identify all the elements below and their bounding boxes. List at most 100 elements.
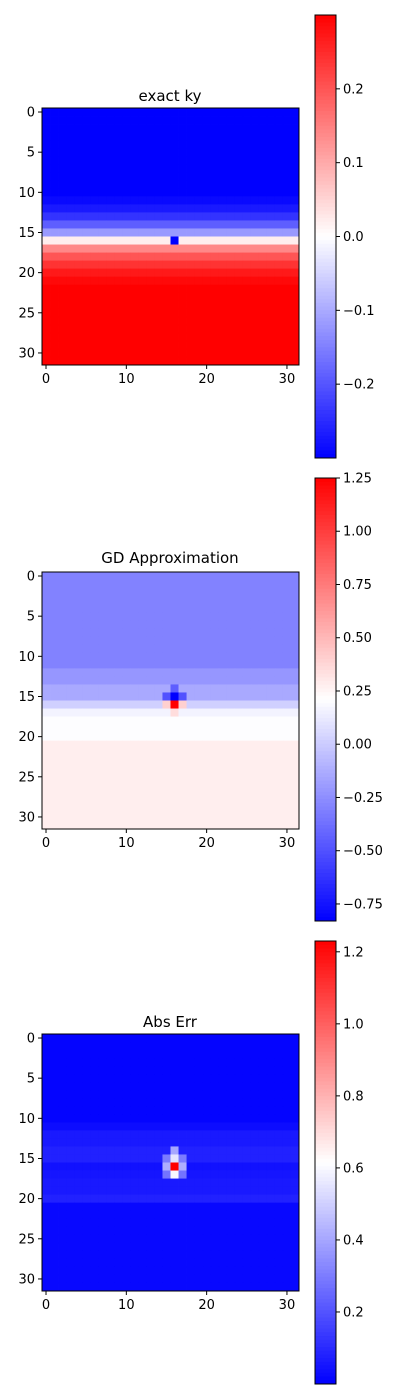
- heatmap-cell: [202, 644, 212, 653]
- heatmap-cell: [122, 804, 131, 814]
- colorbar-segment: [315, 1354, 336, 1359]
- colorbar-segment: [315, 1372, 336, 1378]
- heatmap-cell: [258, 612, 268, 621]
- heatmap-cell: [170, 252, 179, 261]
- heatmap-cell: [282, 572, 292, 581]
- heatmap-cell: [258, 596, 268, 605]
- heatmap-cell: [234, 796, 244, 806]
- heatmap-cell: [210, 164, 220, 173]
- heatmap-cell: [202, 1098, 212, 1107]
- heatmap-cell: [274, 580, 284, 589]
- heatmap-cell: [74, 1170, 83, 1179]
- heatmap-cell: [98, 1034, 107, 1043]
- heatmap-cell: [226, 732, 236, 742]
- heatmap-cell: [274, 820, 284, 830]
- heatmap-cell: [290, 220, 300, 229]
- heatmap-cell: [66, 228, 75, 237]
- heatmap-cell: [242, 572, 252, 581]
- heatmap-cell: [194, 620, 204, 629]
- heatmap-cell: [74, 292, 83, 302]
- heatmap-cell: [50, 1050, 59, 1059]
- heatmap-cell: [282, 180, 292, 189]
- heatmap-cell: [274, 612, 284, 621]
- heatmap-cell: [202, 1058, 212, 1067]
- heatmap-cell: [66, 1082, 75, 1091]
- colorbar-segment: [315, 1107, 336, 1112]
- heatmap-cell: [226, 772, 236, 782]
- heatmap-cell: [90, 604, 99, 613]
- heatmap-cell: [226, 116, 236, 125]
- heatmap-cell: [138, 228, 147, 237]
- heatmap-cell: [58, 332, 67, 342]
- heatmap-cell: [42, 820, 51, 830]
- heatmap-cell: [194, 108, 204, 117]
- heatmap-cell: [234, 700, 244, 709]
- heatmap-cell: [130, 628, 139, 637]
- heatmap-cell: [186, 1114, 195, 1123]
- heatmap-cell: [258, 196, 268, 205]
- heatmap-cell: [194, 1122, 204, 1131]
- heatmap-cell: [234, 1258, 244, 1268]
- heatmap-cell: [242, 1154, 252, 1163]
- heatmap-cell: [82, 1074, 91, 1083]
- heatmap-cell: [250, 300, 260, 310]
- heatmap-cell: [50, 652, 59, 661]
- heatmap-cell: [290, 196, 300, 205]
- heatmap-cell: [170, 180, 179, 189]
- heatmap-cell: [138, 1282, 147, 1292]
- heatmap-cell: [82, 1266, 91, 1276]
- heatmap-cell: [202, 1250, 212, 1260]
- heatmap-cell: [82, 308, 91, 318]
- heatmap-cell: [202, 748, 212, 758]
- heatmap-cell: [162, 1058, 171, 1067]
- heatmap-cell: [122, 668, 131, 677]
- heatmap-cell: [250, 748, 260, 758]
- heatmap-cell: [66, 1146, 75, 1155]
- heatmap-cell: [290, 732, 300, 742]
- heatmap-cell: [186, 324, 195, 334]
- heatmap-cell: [146, 1058, 155, 1067]
- heatmap-cell: [242, 1282, 252, 1292]
- colorbar-tick-label: −0.50: [343, 844, 383, 859]
- heatmap-cell: [250, 596, 260, 605]
- heatmap-cell: [154, 116, 163, 125]
- heatmap-cell: [290, 244, 300, 253]
- heatmap-cell: [154, 276, 163, 286]
- colorbar-segment: [315, 887, 336, 892]
- heatmap-cell: [170, 620, 179, 629]
- heatmap-cell: [226, 308, 236, 318]
- heatmap-cell: [234, 644, 244, 653]
- heatmap-cell: [50, 284, 59, 294]
- heatmap-cell: [138, 1098, 147, 1107]
- colorbar-segment: [315, 428, 336, 433]
- colorbar-segment: [315, 1155, 336, 1160]
- colorbar-segment: [315, 636, 336, 641]
- colorbar-segment: [315, 74, 336, 79]
- heatmap-cell: [282, 1138, 292, 1147]
- heatmap-cell: [122, 1258, 131, 1268]
- colorbar-segment: [315, 96, 336, 101]
- heatmap-cell: [82, 1170, 91, 1179]
- heatmap-cell: [170, 188, 179, 197]
- heatmap-cell: [194, 1058, 204, 1067]
- heatmap-cell: [130, 316, 139, 326]
- heatmap-cell: [106, 764, 115, 774]
- heatmap-cell: [74, 764, 83, 774]
- heatmap-cell: [178, 1058, 187, 1067]
- heatmap-cell: [74, 788, 83, 798]
- heatmap-cell: [290, 1234, 300, 1244]
- heatmap-cell: [282, 1066, 292, 1075]
- heatmap-cell: [250, 1202, 260, 1212]
- heatmap-cell: [234, 268, 244, 278]
- colorbar-segment: [315, 503, 336, 509]
- heatmap-cell: [58, 596, 67, 605]
- heatmap-cell: [146, 1266, 155, 1276]
- heatmap-cell: [74, 1130, 83, 1139]
- heatmap-cell: [258, 1098, 268, 1107]
- heatmap-cell: [162, 324, 171, 334]
- heatmap-cell: [210, 1210, 220, 1220]
- colorbar-frame: [314, 940, 337, 1385]
- colorbar-segment: [315, 144, 336, 149]
- heatmap-cell: [202, 1194, 212, 1204]
